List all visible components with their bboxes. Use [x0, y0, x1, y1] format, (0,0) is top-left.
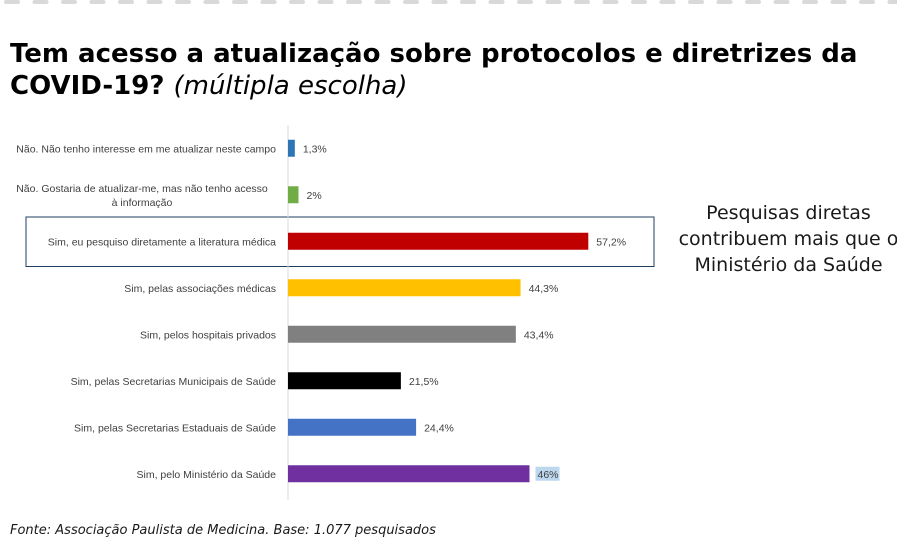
value-label-1: 1,3% [303, 143, 327, 155]
top-dash [4, 0, 20, 4]
top-dash [460, 0, 476, 4]
top-dash [374, 0, 391, 4]
value-label-6: 21,5% [409, 376, 439, 388]
bar-4 [288, 279, 521, 297]
value-label-3: 57,2% [596, 236, 626, 248]
top-dash [773, 0, 790, 4]
top-dash [545, 0, 562, 4]
value-label-5: 43,4% [524, 329, 554, 341]
value-label-8: 46% [538, 469, 559, 481]
side-note: Pesquisas diretas contribuem mais que o … [678, 202, 897, 276]
category-label-7: Sim, pelas Secretarias Estaduais de Saúd… [74, 422, 276, 434]
bar-7 [288, 418, 417, 436]
top-dash [802, 0, 818, 4]
top-dash [203, 0, 220, 4]
bar-6 [288, 372, 401, 390]
top-dash [887, 0, 897, 4]
top-dash [574, 0, 590, 4]
category-label-1: Não. Não tenho interesse em me atualizar… [16, 143, 276, 155]
top-dash [716, 0, 733, 4]
bar-5 [288, 325, 516, 343]
bar-chart: Não. Não tenho interesse em me atualizar… [16, 125, 655, 500]
bar-2 [288, 186, 299, 204]
bar-3 [288, 232, 589, 250]
value-label-2: 2% [307, 190, 322, 202]
top-dash [89, 0, 106, 4]
chart-title-main: Tem acesso a atualização sobre protocolo… [10, 39, 858, 101]
category-label-6: Sim, pelas Secretarias Municipais de Saú… [71, 376, 277, 388]
top-dashed-line [4, 0, 897, 4]
top-dash [688, 0, 704, 4]
category-label-4: Sim, pelas associações médicas [124, 283, 276, 295]
top-dash [346, 0, 362, 4]
top-dash [659, 0, 676, 4]
top-dash [32, 0, 49, 4]
top-dash [289, 0, 305, 4]
top-dash [431, 0, 448, 4]
top-dash [61, 0, 77, 4]
top-dash [403, 0, 419, 4]
top-dash [517, 0, 533, 4]
category-label-8: Sim, pelo Ministério da Saúde [137, 469, 277, 481]
top-dash [317, 0, 334, 4]
chart-title: Tem acesso a atualização sobre protocolo… [10, 38, 870, 102]
top-dash [488, 0, 505, 4]
top-dash [602, 0, 619, 4]
highlight-box [25, 216, 655, 267]
chart-subtitle: (múltipla escolha) [173, 71, 408, 101]
category-label-2: Não. Gostaria de atualizar-me, mas não t… [16, 183, 268, 209]
top-dash [118, 0, 134, 4]
category-label-3: Sim, eu pesquiso diretamente a literatur… [48, 236, 276, 248]
top-dash [175, 0, 191, 4]
top-dash [745, 0, 761, 4]
source-note: Fonte: Associação Paulista de Medicina. … [10, 523, 436, 538]
category-label-5: Sim, pelos hospitais privados [140, 329, 276, 341]
top-dash [146, 0, 163, 4]
top-dash [859, 0, 875, 4]
bar-8 [288, 465, 530, 483]
top-dash [232, 0, 248, 4]
top-dash [631, 0, 647, 4]
top-dash [830, 0, 847, 4]
value-label-4: 44,3% [529, 283, 559, 295]
value-label-7: 24,4% [424, 422, 454, 434]
top-dash [260, 0, 277, 4]
value-label-highlight [535, 466, 560, 481]
bar-1 [288, 139, 295, 157]
